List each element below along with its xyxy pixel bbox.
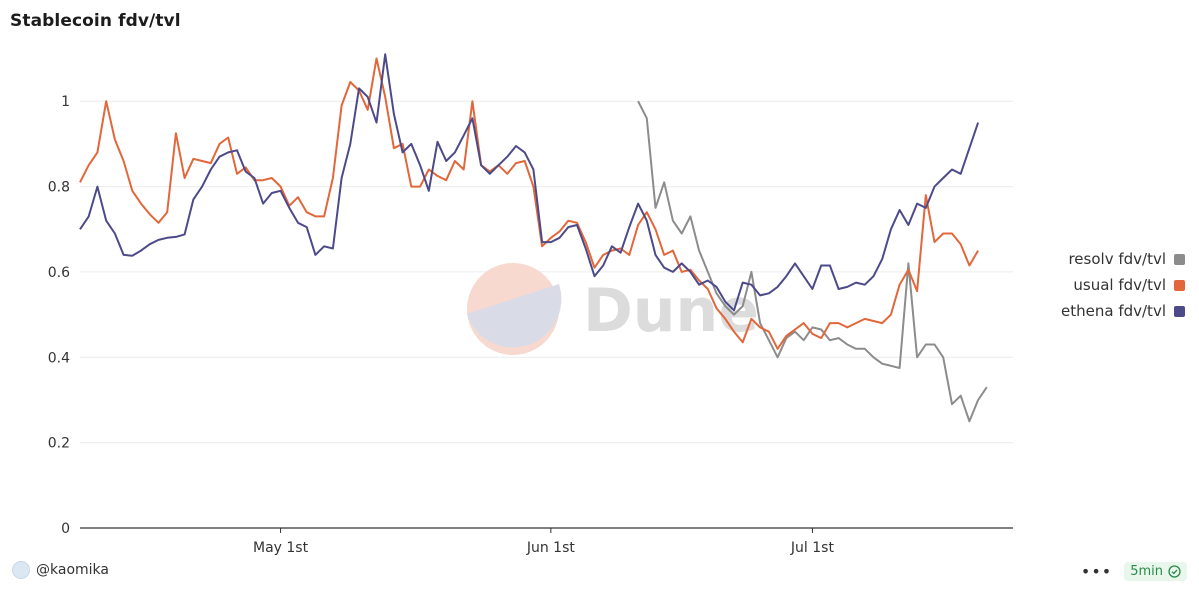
legend-label: usual fdv/tvl [1073, 276, 1166, 294]
series-line-resolv[interactable] [637, 100, 988, 423]
series-line-usual[interactable] [79, 57, 979, 350]
x-tick-label: Jun 1st [526, 540, 576, 556]
x-tick-label: May 1st [253, 540, 309, 556]
x-tick-label: Jul 1st [790, 540, 835, 556]
series-lines [79, 53, 988, 423]
y-axis: 0 0.2 0.4 0.6 0.8 1 [48, 94, 70, 537]
legend-label: resolv fdv/tvl [1068, 250, 1166, 268]
x-axis: May 1st Jun 1st Jul 1st [80, 527, 1013, 556]
legend: resolv fdv/tvl usual fdv/tvl ethena fdv/… [1061, 246, 1185, 324]
legend-swatch [1174, 305, 1185, 317]
more-options-button[interactable]: ••• [1080, 561, 1113, 581]
legend-swatch [1174, 253, 1185, 265]
y-tick-label: 0.4 [48, 350, 70, 366]
author-handle: @kaomika [36, 562, 109, 578]
legend-item-usual[interactable]: usual fdv/tvl [1061, 272, 1185, 298]
gridlines [80, 100, 1013, 444]
chart-title: Stablecoin fdv/tvl [10, 11, 181, 31]
refresh-interval: 5min [1130, 564, 1163, 579]
avatar [12, 561, 30, 579]
series-line-ethena[interactable] [79, 53, 980, 312]
legend-label: ethena fdv/tvl [1061, 302, 1166, 320]
y-tick-label: 0.2 [48, 436, 70, 452]
watermark-text: Dune [583, 276, 759, 346]
dune-logo-lower-icon [467, 284, 562, 348]
author[interactable]: @kaomika [12, 561, 109, 579]
y-tick-label: 0 [61, 521, 70, 537]
y-tick-label: 0.8 [48, 180, 70, 196]
legend-item-ethena[interactable]: ethena fdv/tvl [1061, 298, 1185, 324]
legend-item-resolv[interactable]: resolv fdv/tvl [1061, 246, 1185, 272]
y-tick-label: 1 [61, 94, 70, 110]
check-circle-icon [1168, 565, 1181, 578]
footer-controls: ••• 5min [1081, 562, 1187, 581]
dune-watermark: Dune [467, 263, 759, 355]
y-tick-label: 0.6 [48, 265, 70, 281]
refresh-badge[interactable]: 5min [1124, 562, 1187, 581]
legend-swatch [1174, 279, 1185, 291]
